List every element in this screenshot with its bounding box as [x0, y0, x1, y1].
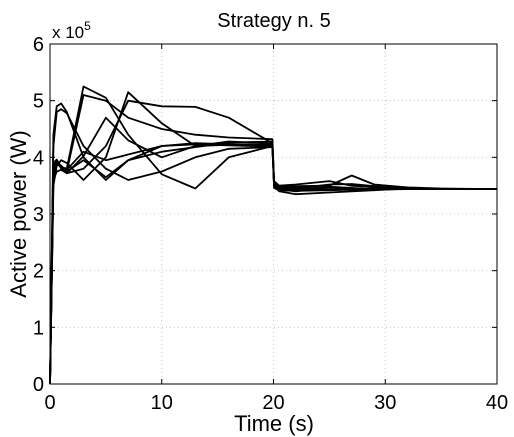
- y-multiplier-label: x 105: [52, 19, 91, 42]
- y-tick-label: 6: [33, 34, 44, 56]
- y-tick-label: 1: [33, 317, 44, 339]
- y-tick-label: 3: [33, 204, 44, 226]
- x-tick-label: 20: [262, 392, 284, 414]
- x-tick-label: 30: [374, 392, 396, 414]
- x-tick-label: 10: [151, 392, 173, 414]
- y-axis-label: Active power (W): [6, 130, 31, 297]
- y-tick-label: 4: [33, 147, 44, 169]
- grid: [50, 44, 497, 384]
- chart-title: Strategy n. 5: [217, 10, 330, 32]
- x-tick-label: 40: [486, 392, 508, 414]
- series-line-9: [49, 140, 497, 385]
- x-tick-label: 0: [44, 392, 55, 414]
- tick-labels: 0 10 20 30 40 0 1 2 3 4 5 6: [33, 34, 508, 414]
- y-tick-label: 2: [33, 261, 44, 283]
- tick-marks: [49, 43, 498, 385]
- series-group: [49, 85, 498, 385]
- y-tick-label: 0: [33, 374, 44, 396]
- y-tick-label: 5: [33, 91, 44, 113]
- x-axis-label: Time (s): [234, 411, 314, 436]
